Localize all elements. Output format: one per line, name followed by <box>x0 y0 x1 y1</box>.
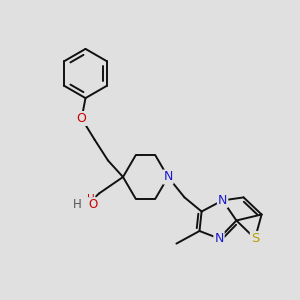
Text: O: O <box>77 112 86 125</box>
Text: O: O <box>88 198 98 211</box>
Text: N: N <box>163 170 173 184</box>
Text: H: H <box>87 194 94 204</box>
Text: N: N <box>218 194 227 207</box>
Text: S: S <box>251 232 259 245</box>
Text: N: N <box>214 232 224 245</box>
Text: H: H <box>73 198 82 211</box>
